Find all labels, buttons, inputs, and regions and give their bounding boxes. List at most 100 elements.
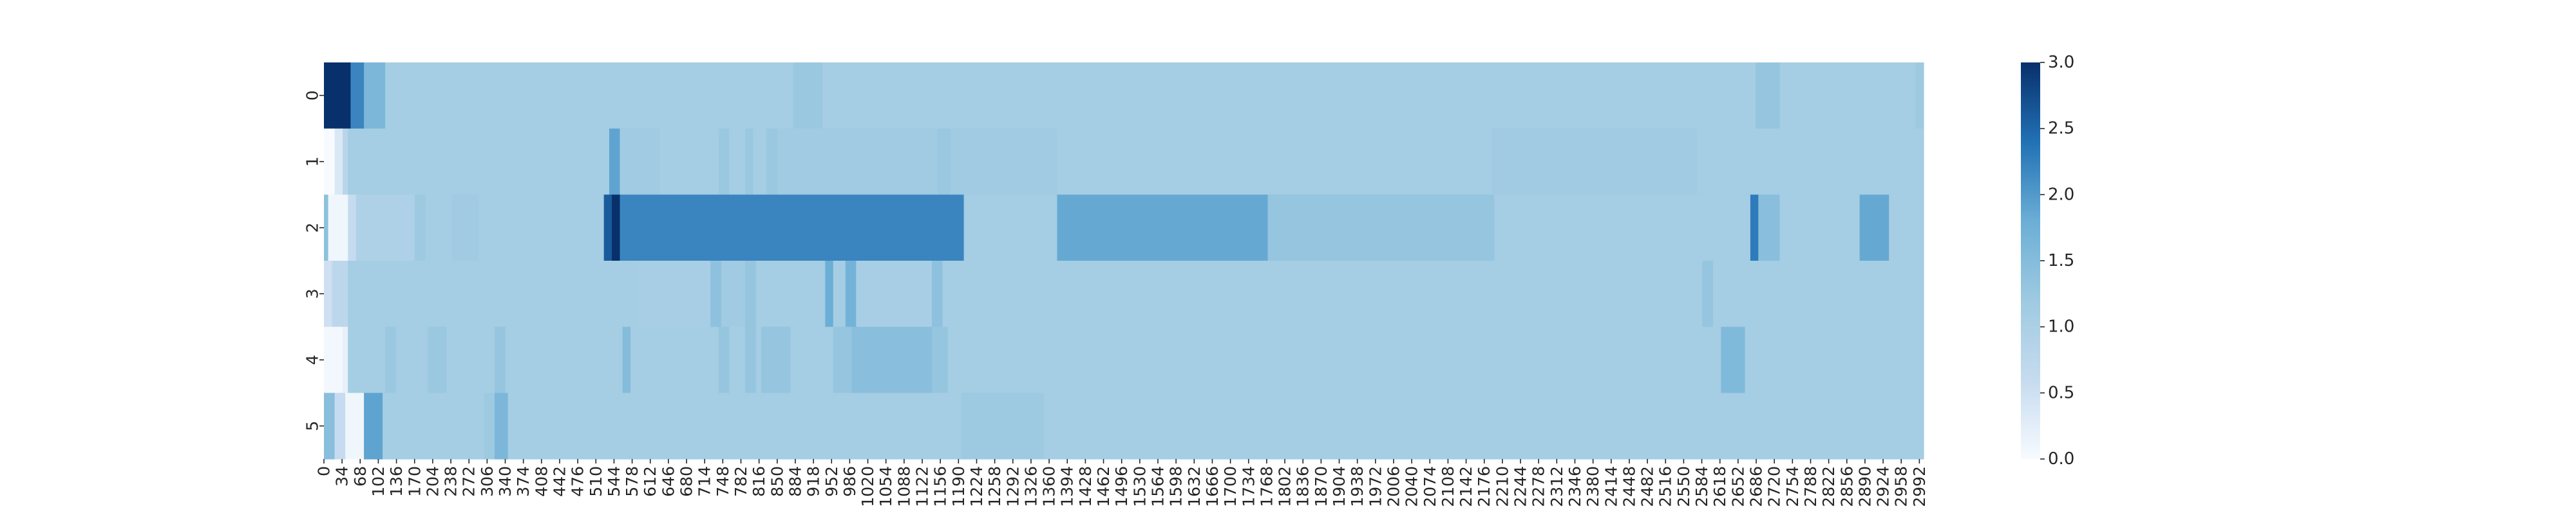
- heatmap-cell-row-0: [793, 62, 823, 129]
- heatmap-cell-row-1: [777, 128, 837, 195]
- heatmap-cell-row-5: [345, 393, 365, 460]
- x-tick-label: 2652: [1728, 466, 1747, 507]
- heatmap-cell-row-2: [1889, 194, 1924, 261]
- heatmap-cell-row-1: [1697, 128, 1924, 195]
- y-tick-label: 4: [303, 355, 322, 365]
- x-tick-label: 1666: [1203, 466, 1222, 507]
- x-tick-label: 2482: [1638, 466, 1657, 507]
- heatmap-cell-row-4: [931, 326, 949, 393]
- x-tick-label: 1156: [931, 466, 950, 507]
- x-tick-label: 2890: [1855, 466, 1874, 507]
- heatmap-cell-row-0: [364, 62, 386, 129]
- x-tick-label: 34: [333, 466, 352, 487]
- heatmap-cell-row-3: [1702, 261, 1714, 328]
- x-tick-label: 2788: [1801, 466, 1820, 507]
- x-tick-label: 544: [605, 466, 623, 497]
- x-tick-label: 1190: [949, 466, 968, 507]
- x-tick-label: 2618: [1710, 466, 1729, 507]
- heatmap-cell-row-4: [1745, 326, 1924, 393]
- heatmap-cell-row-2: [414, 194, 426, 261]
- colorbar-tick-label: 1.0: [2048, 317, 2074, 337]
- heatmap-cell-row-2: [425, 194, 453, 261]
- x-tick-label: 340: [496, 466, 515, 497]
- heatmap-cell-row-4: [761, 326, 791, 393]
- y-tick-label: 5: [303, 421, 322, 431]
- heatmap-cell-row-3: [710, 261, 722, 328]
- x-tick-label: 1530: [1130, 466, 1149, 507]
- x-tick-label: 850: [768, 466, 786, 497]
- heatmap-cell-row-2: [348, 194, 357, 261]
- heatmap-cell-row-3: [1712, 261, 1924, 328]
- heatmap-cell-row-4: [622, 326, 631, 393]
- x-tick-label: 2584: [1692, 466, 1711, 507]
- heatmap-cell-row-2: [478, 194, 605, 261]
- heatmap-cell-row-4: [718, 326, 730, 393]
- x-tick-label: 1258: [985, 466, 1004, 507]
- heatmap-cell-row-0: [1915, 62, 1924, 129]
- x-tick-label: 2312: [1548, 466, 1566, 507]
- x-tick-label: 1564: [1148, 466, 1167, 507]
- heatmap-cell-row-5: [484, 393, 495, 460]
- x-tick-label: 2040: [1403, 466, 1421, 507]
- heatmap-cell-row-5: [334, 393, 346, 460]
- heatmap-cell-row-3: [348, 261, 639, 328]
- heatmap-cell-row-4: [494, 326, 506, 393]
- heatmap-cell-row-4: [385, 326, 397, 393]
- x-tick-label: 170: [405, 466, 424, 497]
- heatmap-cell-row-4: [755, 326, 762, 393]
- colorbar-tick-label: 0.5: [2048, 383, 2074, 402]
- x-tick-label: 2380: [1584, 466, 1602, 507]
- heatmap-cell-row-4: [395, 326, 429, 393]
- x-tick-label: 1292: [1003, 466, 1022, 507]
- x-tick-label: 2006: [1384, 466, 1403, 507]
- colorbar-tick-label: 1.5: [2048, 251, 2074, 270]
- heatmap-cell-row-3: [931, 261, 943, 328]
- x-tick-label: 2346: [1566, 466, 1584, 507]
- heatmap-cell-row-4: [630, 326, 719, 393]
- heatmap-cell-row-0: [1779, 62, 1917, 129]
- x-tick-label: 1496: [1112, 466, 1131, 507]
- x-tick-label: 2448: [1620, 466, 1638, 507]
- heatmap-cell-row-2: [1494, 194, 1751, 261]
- heatmap-cell-row-0: [350, 62, 365, 129]
- colorbar: 0.0 0.5 1.0 1.5 2.0 2.5 3.0: [2021, 53, 2074, 469]
- x-tick-label: 986: [840, 466, 859, 497]
- x-tick-label: 2414: [1602, 466, 1620, 507]
- heatmap-cell-row-3: [856, 261, 933, 328]
- heatmap-cell-row-1: [729, 128, 746, 195]
- x-tick-label: 2210: [1493, 466, 1511, 507]
- x-tick-label: 612: [641, 466, 659, 497]
- heatmap-cell-row-4: [505, 326, 623, 393]
- heatmap-cell-row-1: [609, 128, 621, 195]
- heatmap-cells: [324, 62, 1924, 460]
- heatmap-cell-row-2: [1758, 194, 1781, 261]
- x-tick-label: 2176: [1475, 466, 1493, 507]
- x-tick-label: 272: [460, 466, 478, 497]
- x-tick-label: 2686: [1747, 466, 1766, 507]
- colorbar-tick-label: 3.0: [2048, 53, 2074, 72]
- x-tick-label: 578: [623, 466, 641, 497]
- x-tick-label: 2754: [1783, 466, 1802, 507]
- x-tick-label: 1632: [1185, 466, 1204, 507]
- heatmap-cell-row-1: [526, 128, 610, 195]
- x-tick-label: 782: [732, 466, 750, 497]
- heatmap-cell-row-1: [718, 128, 730, 195]
- heatmap-cell-row-1: [745, 128, 754, 195]
- heatmap-cell-row-4: [833, 326, 853, 393]
- colorbar-tick-label: 2.0: [2048, 185, 2074, 204]
- heatmap-cell-row-2: [620, 194, 965, 261]
- x-tick-label: 884: [786, 466, 804, 497]
- heatmap-cell-row-0: [1756, 62, 1781, 129]
- heatmap-cell-row-1: [766, 128, 778, 195]
- heatmap-cell-row-5: [324, 393, 336, 460]
- x-tick-label: 2822: [1819, 466, 1838, 507]
- x-tick-label: 952: [822, 466, 841, 497]
- x-tick-label: 1224: [967, 466, 986, 507]
- heatmap-cell-row-0: [822, 62, 1756, 129]
- x-tick-label: 238: [442, 466, 460, 497]
- x-tick-label: 306: [478, 466, 497, 497]
- heatmap-cell-row-5: [961, 393, 1045, 460]
- x-tick-label: 1088: [895, 466, 913, 507]
- x-tick-label: 748: [714, 466, 732, 497]
- x-tick-label: 1870: [1312, 466, 1331, 507]
